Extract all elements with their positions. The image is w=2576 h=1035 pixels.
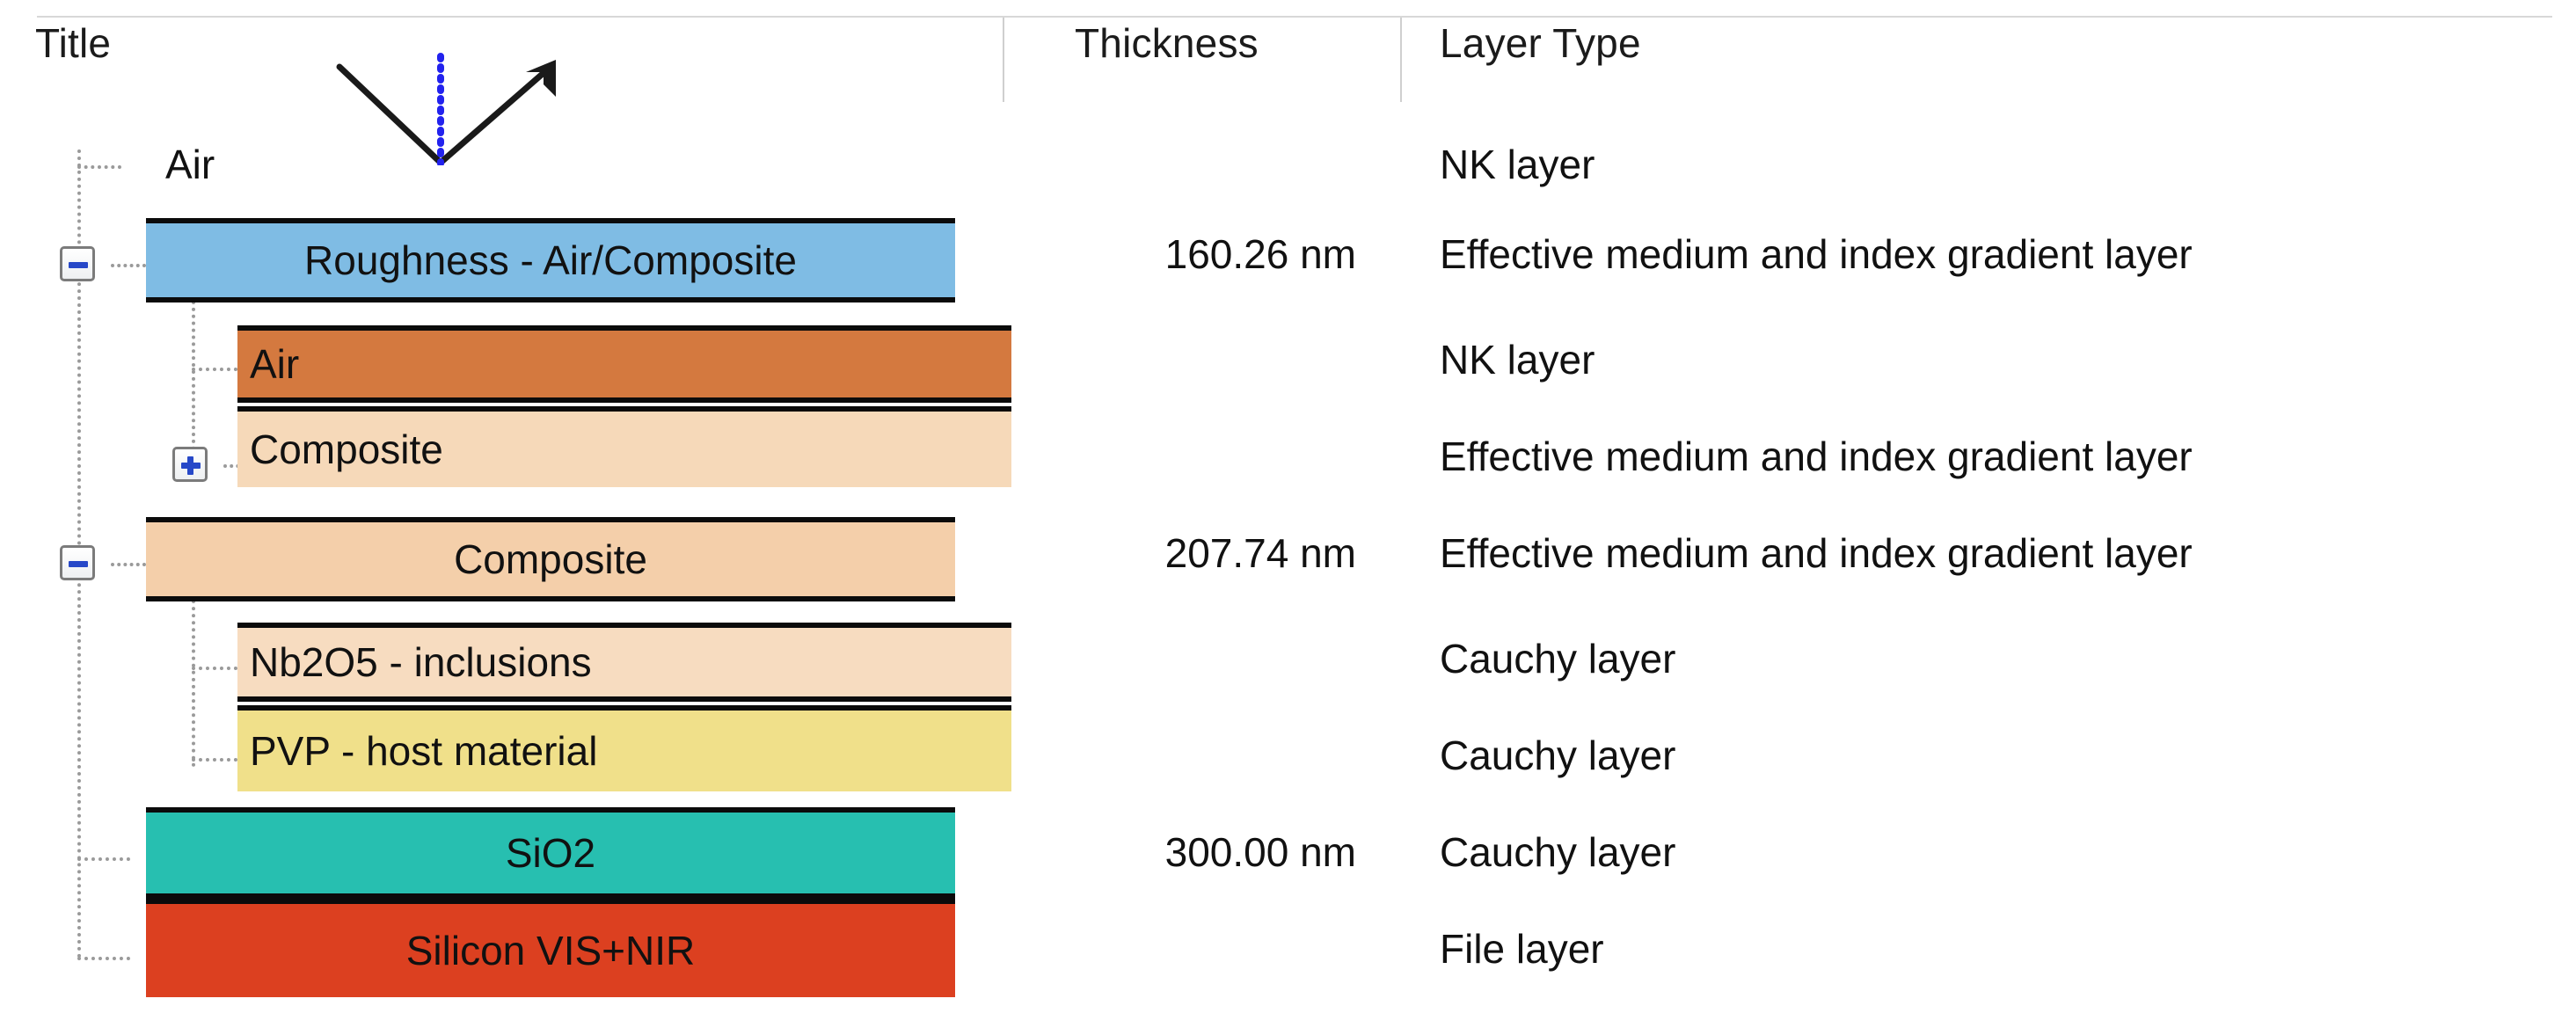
arrow-head-icon xyxy=(526,60,556,97)
row-bar-roughness-composite[interactable]: Composite xyxy=(237,406,1011,487)
row-label-roughness-composite: Composite xyxy=(250,426,443,472)
row-bar-sio2[interactable]: SiO2 xyxy=(146,807,955,899)
expander-collapse-roughness[interactable] xyxy=(60,246,95,281)
row-thickness-sio2: 300.00 nm xyxy=(1164,829,1356,875)
expander-collapse-composite[interactable] xyxy=(60,545,95,580)
minus-icon xyxy=(69,561,88,567)
row-layer-type-roughness-air: NK layer xyxy=(1440,337,1595,383)
column-separator-title-thickness xyxy=(1003,18,1004,102)
row-bar-silicon[interactable]: Silicon VIS+NIR xyxy=(146,899,955,997)
row-bar-roughness[interactable]: Roughness - Air/Composite xyxy=(146,218,955,302)
row-thickness-composite: 207.74 nm xyxy=(1164,530,1356,576)
tree-guide-stub-air xyxy=(77,165,121,169)
tree-guide-stub-nb2o5 xyxy=(192,667,237,670)
row-label-composite: Composite xyxy=(454,536,647,582)
row-label-pvp: PVP - host material xyxy=(250,728,598,774)
column-header-layer-type[interactable]: Layer Type xyxy=(1440,20,1641,66)
tree-guide-stub-pvp xyxy=(192,758,237,762)
row-bar-pvp[interactable]: PVP - host material xyxy=(237,705,1011,791)
row-label-roughness: Roughness - Air/Composite xyxy=(304,237,797,283)
tree-guide-stub-sio2 xyxy=(77,857,130,861)
column-separator-thickness-type xyxy=(1400,18,1402,102)
row-label-roughness-air: Air xyxy=(250,341,300,387)
row-layer-type-roughness: Effective medium and index gradient laye… xyxy=(1440,231,2193,277)
row-label-silicon: Silicon VIS+NIR xyxy=(405,928,696,973)
incident-ray-icon xyxy=(336,63,443,165)
row-label-sio2: SiO2 xyxy=(505,830,596,876)
tree-guide-child-vertical-composite xyxy=(192,600,195,767)
row-label-nb2o5: Nb2O5 - inclusions xyxy=(250,639,592,685)
row-bar-nb2o5[interactable]: Nb2O5 - inclusions xyxy=(237,623,1011,702)
row-bar-roughness-air[interactable]: Air xyxy=(237,325,1011,403)
row-layer-type-air-ambient: NK layer xyxy=(1440,142,1595,187)
header-rule xyxy=(37,16,2552,18)
plus-icon-vertical xyxy=(187,456,193,475)
expander-expand-roughness-composite[interactable] xyxy=(172,447,208,482)
row-layer-type-composite: Effective medium and index gradient laye… xyxy=(1440,530,2193,576)
row-label-air-ambient[interactable]: Air xyxy=(165,142,215,187)
row-layer-type-roughness-composite: Effective medium and index gradient laye… xyxy=(1440,434,2193,479)
tree-guide-stub-composite xyxy=(111,563,146,566)
row-thickness-roughness: 160.26 nm xyxy=(1164,231,1356,277)
tree-guide-stub-silicon xyxy=(77,957,130,960)
tree-guide-child-vertical-roughness xyxy=(192,301,195,450)
reflected-ray-icon xyxy=(438,63,554,165)
tree-guide-stub-roughness-air xyxy=(192,368,237,371)
tree-guide-stub-roughness xyxy=(111,264,146,267)
minus-icon xyxy=(69,262,88,268)
row-layer-type-nb2o5: Cauchy layer xyxy=(1440,636,1676,681)
column-header-thickness[interactable]: Thickness xyxy=(1075,20,1259,66)
row-bar-composite[interactable]: Composite xyxy=(146,517,955,601)
row-layer-type-pvp: Cauchy layer xyxy=(1440,733,1676,778)
reflection-ray-diagram xyxy=(336,53,556,165)
column-header-title[interactable]: Title xyxy=(35,20,112,66)
row-layer-type-silicon: File layer xyxy=(1440,926,1604,972)
row-layer-type-sio2: Cauchy layer xyxy=(1440,829,1676,875)
